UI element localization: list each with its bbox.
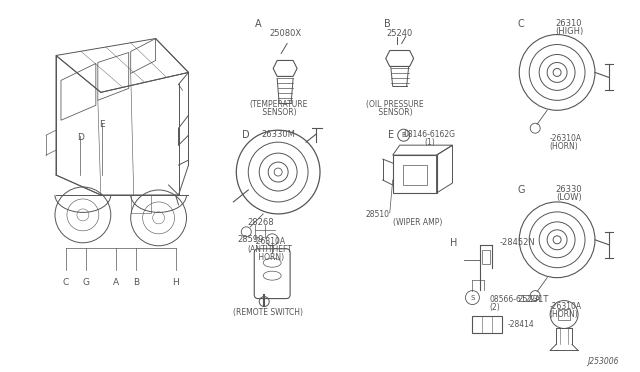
Bar xyxy=(403,165,427,185)
Text: H: H xyxy=(172,278,179,287)
Text: (2): (2) xyxy=(490,302,500,312)
Text: G: G xyxy=(517,185,525,195)
Text: B: B xyxy=(385,19,391,29)
Text: (HIGH): (HIGH) xyxy=(555,26,583,36)
Text: E: E xyxy=(99,120,104,129)
Text: -28452N: -28452N xyxy=(499,238,535,247)
Text: 25080X: 25080X xyxy=(269,29,301,38)
Text: -26310A: -26310A xyxy=(549,134,581,143)
Text: 26330: 26330 xyxy=(556,185,582,194)
Text: (HORN): (HORN) xyxy=(549,310,578,318)
Text: 28599: 28599 xyxy=(237,235,264,244)
Text: HORN): HORN) xyxy=(256,253,284,262)
Bar xyxy=(393,155,436,193)
Text: (ANTITHEFT: (ANTITHEFT xyxy=(248,245,292,254)
Text: SENSOR): SENSOR) xyxy=(260,108,296,117)
Text: 26330M: 26330M xyxy=(261,130,295,139)
Text: -26310A: -26310A xyxy=(253,237,285,246)
Text: G: G xyxy=(83,278,90,287)
Text: A: A xyxy=(113,278,119,287)
Text: 28510: 28510 xyxy=(365,210,390,219)
Text: B: B xyxy=(401,132,406,138)
Text: D: D xyxy=(243,130,250,140)
Text: (LOW): (LOW) xyxy=(556,193,582,202)
Text: E: E xyxy=(388,130,394,140)
Bar xyxy=(483,250,490,264)
Text: 26310: 26310 xyxy=(556,19,582,28)
Bar xyxy=(558,308,570,321)
Bar xyxy=(472,315,502,333)
Text: (OIL PRESSURE: (OIL PRESSURE xyxy=(366,100,424,109)
Text: SENSOR): SENSOR) xyxy=(376,108,413,117)
Text: A: A xyxy=(255,19,262,29)
Text: C: C xyxy=(63,278,69,287)
Text: S: S xyxy=(470,295,475,301)
Text: 25240: 25240 xyxy=(387,29,413,38)
Text: 08146-6162G: 08146-6162G xyxy=(404,130,456,139)
Text: 28268: 28268 xyxy=(247,218,273,227)
Text: (HORN): (HORN) xyxy=(549,142,578,151)
Text: C: C xyxy=(517,19,524,29)
Text: D: D xyxy=(77,133,84,142)
Text: H: H xyxy=(449,238,457,248)
Text: -26310A: -26310A xyxy=(549,302,581,311)
Text: B: B xyxy=(132,278,139,287)
Text: (TEMPERATURE: (TEMPERATURE xyxy=(249,100,307,109)
Bar xyxy=(131,195,150,213)
Text: 25231T: 25231T xyxy=(517,295,548,304)
Text: J253006: J253006 xyxy=(588,357,619,366)
Text: (REMOTE SWITCH): (REMOTE SWITCH) xyxy=(233,308,303,317)
Text: (WIPER AMP): (WIPER AMP) xyxy=(393,218,442,227)
Text: 08566-6122A: 08566-6122A xyxy=(490,295,541,304)
Text: (1): (1) xyxy=(424,138,435,147)
Text: -28414: -28414 xyxy=(508,320,534,329)
